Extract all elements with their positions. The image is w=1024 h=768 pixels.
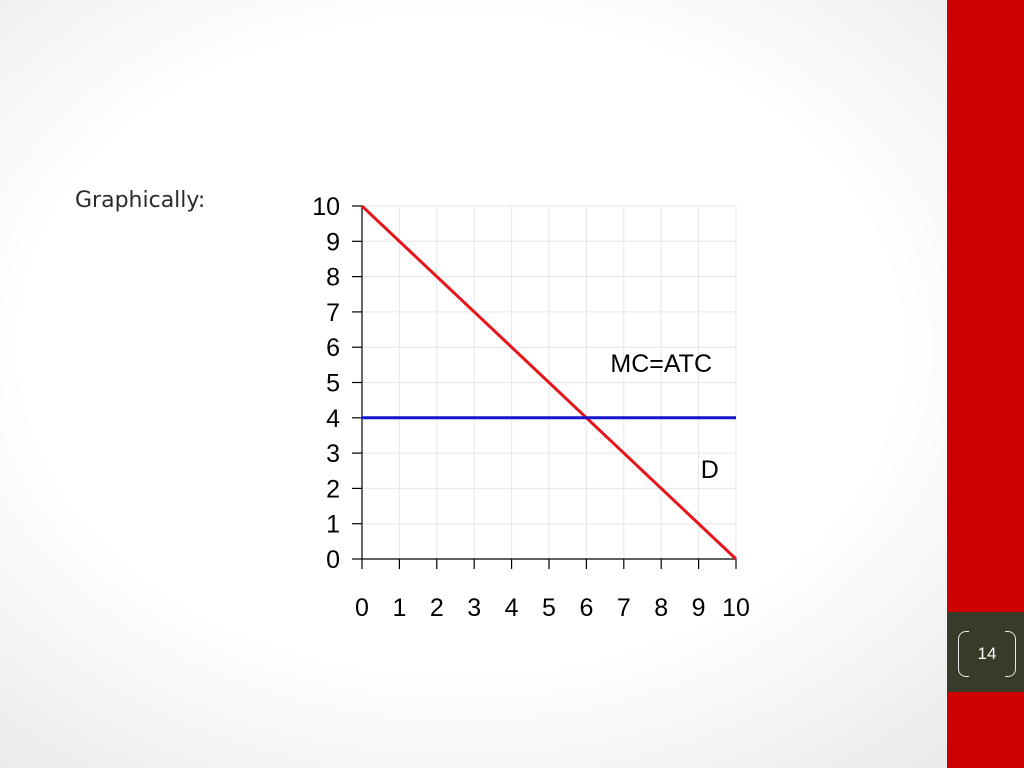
series-line-d	[360, 204, 738, 561]
chart-labels: MC=ATC D	[610, 350, 718, 484]
x-tick-label: 6	[579, 594, 593, 622]
page-number-box: 14	[958, 631, 1016, 677]
x-tick-label: 3	[467, 594, 481, 622]
x-tick-label: 10	[722, 594, 750, 622]
annotation-mc-atc: MC=ATC	[610, 350, 712, 378]
y-tick-label: 10	[312, 193, 340, 221]
x-tick-label: 4	[505, 594, 519, 622]
y-tick-label: 7	[326, 299, 340, 327]
annotation-d: D	[701, 456, 719, 484]
y-tick-label: 6	[326, 334, 340, 362]
chart-series	[360, 204, 738, 561]
x-tick-label: 8	[654, 594, 668, 622]
page-bracket-left	[958, 631, 969, 677]
y-tick-label: 2	[326, 475, 340, 503]
slide-label: Graphically:	[75, 188, 206, 213]
y-tick-label: 4	[326, 405, 340, 433]
x-tick-label: 9	[692, 594, 706, 622]
y-tick-label: 1	[326, 511, 340, 539]
x-tick-label: 7	[617, 594, 631, 622]
x-tick-label: 0	[355, 594, 369, 622]
x-tick-label: 2	[430, 594, 444, 622]
y-tick-label: 0	[326, 546, 340, 574]
x-tick-label: 1	[392, 594, 406, 622]
y-tick-label: 3	[326, 440, 340, 468]
y-tick-label: 5	[326, 370, 340, 398]
page-number-band	[947, 612, 1024, 692]
y-tick-label: 9	[326, 228, 340, 256]
x-tick-label: 5	[542, 594, 556, 622]
y-tick-label: 8	[326, 264, 340, 292]
page-number: 14	[977, 644, 997, 663]
page-bracket-right	[1005, 631, 1016, 677]
